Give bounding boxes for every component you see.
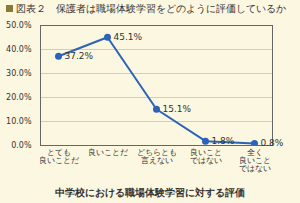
svg-text:とても良いことだ: とても良いことだ [39,148,79,165]
svg-text:10.0%: 10.0% [6,117,32,126]
svg-text:20.0%: 20.0% [6,93,32,102]
svg-text:15.1%: 15.1% [163,104,192,114]
svg-text:良いことだ: 良いことだ [88,148,128,157]
html-text:図表２ 保護者は職場体験学習をどのように評価しているか: 図表２ 保護者は職場体験学習をどのように評価しているか [16,3,286,14]
html-text:中学校における職場体験学習に対する評価: 中学校における職場体験学習に対する評価 [55,187,245,198]
svg-text:全く良いことではない: 全く良いことではない [239,148,271,173]
svg-text:37.2%: 37.2% [65,51,94,61]
svg-text:0.8%: 0.8% [261,138,284,148]
svg-text:30.0%: 30.0% [6,69,32,78]
svg-text:40.0%: 40.0% [6,45,32,54]
svg-text:どちらとも言えない: どちらとも言えない [137,148,177,165]
svg-text:良いことではない: 良いことではない [190,148,222,165]
svg-text:50.0%: 50.0% [6,21,32,30]
svg-text:1.8%: 1.8% [212,136,235,146]
svg-text:45.1%: 45.1% [114,32,143,42]
svg-text:0.0%: 0.0% [11,141,32,150]
